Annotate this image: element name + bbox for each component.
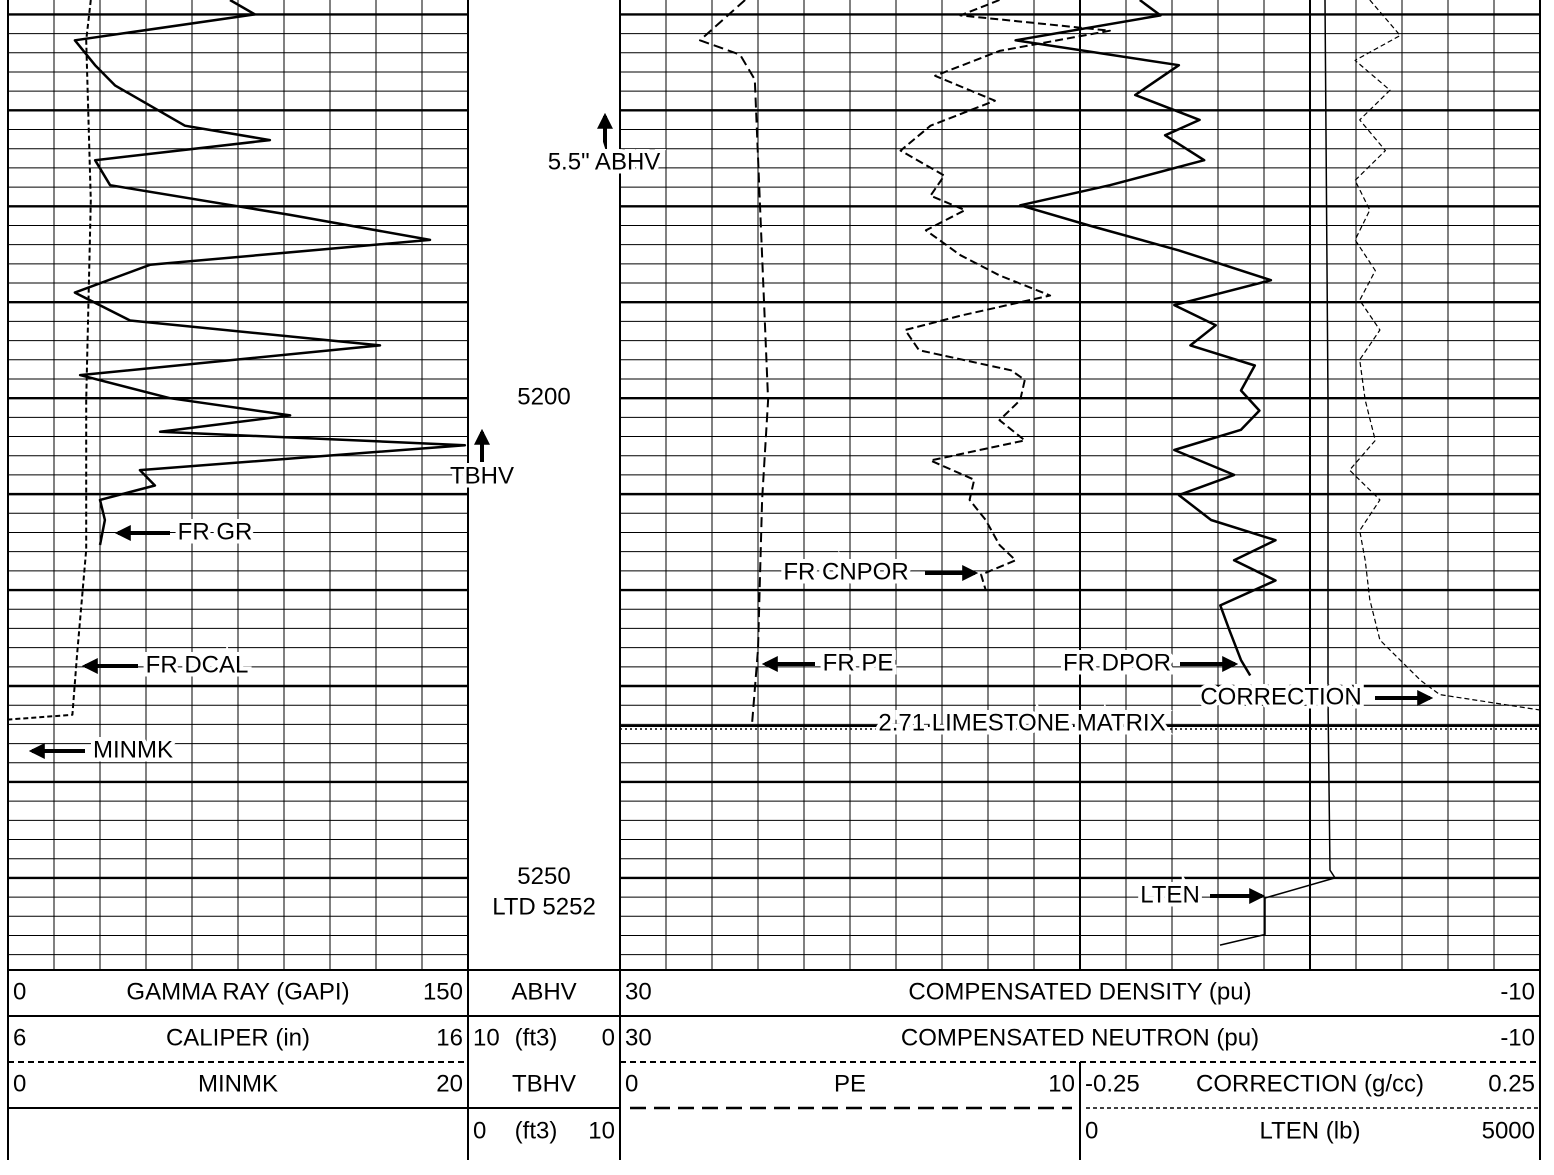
scale-min: 0 bbox=[473, 1117, 486, 1144]
depth-label: 5250 bbox=[517, 863, 570, 890]
scale-min: 0 bbox=[13, 1070, 26, 1097]
curve bbox=[7, 0, 92, 721]
scale-name: CORRECTION (g/cc) bbox=[1196, 1070, 1424, 1097]
scale-max: 0 bbox=[602, 1024, 615, 1051]
scale-min: 30 bbox=[625, 978, 652, 1005]
scale-max: -10 bbox=[1500, 978, 1535, 1005]
scale-name: LTEN (lb) bbox=[1260, 1117, 1361, 1144]
scale-name: MINMK bbox=[198, 1070, 278, 1097]
curve-label: FR DPOR bbox=[1063, 649, 1171, 676]
scale-min: 0 bbox=[13, 978, 26, 1005]
curve bbox=[1014, 0, 1277, 677]
scale-min: 0 bbox=[1085, 1117, 1098, 1144]
scale-max: 5000 bbox=[1482, 1117, 1535, 1144]
annotation: TBHV bbox=[450, 462, 514, 489]
scale-min: 6 bbox=[13, 1024, 26, 1051]
annotations: FR GR FR DCAL MINMK FR DPOR FR CNPOR FR PE COR… bbox=[28, 112, 1540, 912]
curve bbox=[73, 0, 467, 546]
scale-max: 10 bbox=[588, 1117, 615, 1144]
scale-min: 10 bbox=[473, 1024, 500, 1051]
scale-max: -10 bbox=[1500, 1024, 1535, 1051]
scale-name: GAMMA RAY (GAPI) bbox=[126, 978, 349, 1005]
annotation: 2.71 LIMESTONE MATRIX bbox=[878, 709, 1165, 736]
scale-unit: (ft3) bbox=[515, 1024, 558, 1051]
td-label: LTD 5252 bbox=[492, 893, 596, 920]
curve-label: CORRECTION bbox=[1200, 683, 1361, 710]
scale-max: 20 bbox=[436, 1070, 463, 1097]
scale-max: 0.25 bbox=[1488, 1070, 1535, 1097]
scale-name: TBHV bbox=[512, 1070, 576, 1097]
curve bbox=[1219, 0, 1336, 946]
curves bbox=[7, 0, 1541, 946]
scale-max: 10 bbox=[1048, 1070, 1075, 1097]
scale-name: PE bbox=[834, 1070, 866, 1097]
scale-name: CALIPER (in) bbox=[166, 1024, 310, 1051]
grid bbox=[7, 0, 1541, 970]
curve bbox=[699, 0, 770, 725]
scale-name: ABHV bbox=[511, 978, 576, 1005]
curve bbox=[1349, 0, 1541, 711]
curve bbox=[899, 0, 1111, 591]
scale-unit: (ft3) bbox=[515, 1117, 558, 1144]
header: GAMMA RAY (GAPI) 0 150 CALIPER (in) 6 16 MINMK… bbox=[7, 969, 1541, 1160]
curve-label: FR CNPOR bbox=[783, 558, 908, 585]
curve-label: MINMK bbox=[93, 736, 173, 763]
scale-min: 0 bbox=[625, 1070, 638, 1097]
scale-name: COMPENSATED NEUTRON (pu) bbox=[901, 1024, 1259, 1051]
annotation: 5.5" ABHV bbox=[548, 148, 661, 175]
depth-label: 5200 bbox=[517, 384, 570, 411]
scale-name: COMPENSATED DENSITY (pu) bbox=[908, 978, 1251, 1005]
curve-label: FR GR bbox=[178, 518, 253, 545]
scale-max: 150 bbox=[423, 978, 463, 1005]
scale-min: 30 bbox=[625, 1024, 652, 1051]
scale-max: 16 bbox=[436, 1024, 463, 1051]
scale-min: -0.25 bbox=[1085, 1070, 1140, 1097]
curve-label: FR PE bbox=[823, 649, 894, 676]
curve-label: LTEN bbox=[1140, 881, 1200, 908]
curve-label: FR DCAL bbox=[146, 651, 249, 678]
